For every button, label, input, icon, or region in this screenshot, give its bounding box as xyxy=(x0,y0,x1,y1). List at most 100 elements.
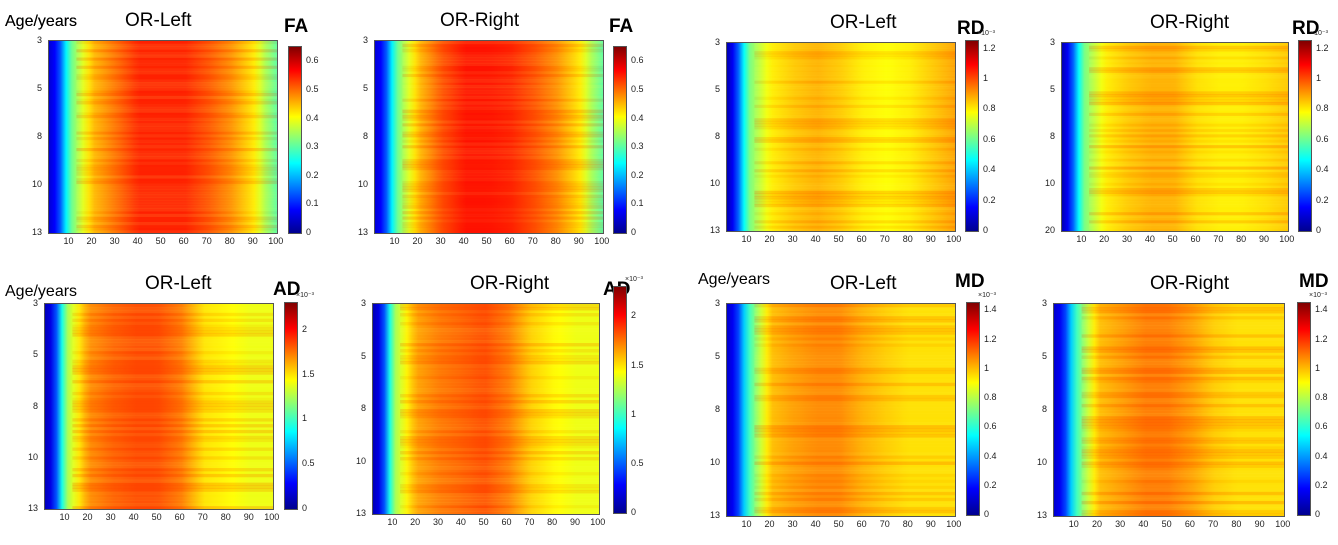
subject-row xyxy=(72,304,273,308)
subject-row xyxy=(754,379,955,384)
y-axis-label: Age/years xyxy=(698,271,771,288)
subject-row xyxy=(1081,370,1284,375)
colorbar-scale-label: ×10⁻³ xyxy=(296,292,314,299)
subject-row xyxy=(1081,407,1284,411)
colorbar xyxy=(966,302,980,516)
subject-row xyxy=(1089,53,1288,57)
y-tick-label: 10 xyxy=(356,455,367,466)
subject-row xyxy=(76,161,277,165)
subject-row xyxy=(1081,428,1284,432)
subject-row xyxy=(1081,373,1284,378)
heatmap xyxy=(44,303,274,510)
subject-row xyxy=(72,427,273,431)
y-tick-label: 5 xyxy=(715,351,721,361)
x-tick-label: 100 xyxy=(264,512,280,522)
y-tick-label: 8 xyxy=(361,403,367,413)
subject-row xyxy=(1089,206,1288,210)
subject-row xyxy=(1089,69,1288,74)
y-tick-label: 8 xyxy=(1042,404,1048,414)
subject-row xyxy=(1089,169,1288,173)
subject-row xyxy=(1089,134,1288,138)
x-tick-label: 50 xyxy=(155,236,166,246)
x-tick-label: 10 xyxy=(63,236,74,246)
subject-row xyxy=(72,342,273,346)
subject-row xyxy=(400,433,599,437)
subject-row xyxy=(72,470,273,475)
subject-row xyxy=(400,313,599,317)
subject-row xyxy=(754,137,955,141)
subject-row xyxy=(1081,355,1284,359)
x-tick-label: 30 xyxy=(109,236,120,246)
y-tick-label: 3 xyxy=(715,298,721,308)
subject-row xyxy=(72,312,273,317)
subject-row xyxy=(754,83,955,87)
subject-row xyxy=(76,54,277,58)
heatmap-profile xyxy=(1054,304,1284,516)
subject-row xyxy=(754,209,955,213)
subject-row xyxy=(1089,91,1288,95)
subject-row xyxy=(400,382,599,386)
subject-row xyxy=(1081,388,1284,393)
subject-row xyxy=(402,49,603,53)
subject-row xyxy=(402,123,603,127)
subject-row xyxy=(402,76,603,80)
subject-row xyxy=(1081,485,1284,490)
subject-row xyxy=(400,337,599,341)
subject-row xyxy=(400,346,599,350)
x-tick-label: 10 xyxy=(1068,519,1079,529)
subject-row xyxy=(754,503,955,508)
subject-row xyxy=(754,77,955,82)
subject-row xyxy=(754,94,955,98)
subject-row xyxy=(72,421,273,425)
subject-row xyxy=(754,61,955,65)
subject-row xyxy=(1081,397,1284,402)
subject-row xyxy=(754,364,955,369)
subject-row xyxy=(72,444,273,448)
subject-row xyxy=(402,112,603,116)
subject-row xyxy=(1089,190,1288,194)
subject-row xyxy=(754,177,955,181)
subject-row xyxy=(76,230,277,233)
subject-row xyxy=(72,327,273,331)
subject-row xyxy=(72,473,273,478)
x-tick-label: 70 xyxy=(201,236,212,246)
subject-row xyxy=(400,376,599,380)
x-tick-label: 50 xyxy=(833,234,844,244)
subject-row xyxy=(1081,325,1284,329)
subject-row xyxy=(1081,413,1284,417)
subject-row xyxy=(402,145,603,149)
subject-row xyxy=(1089,225,1288,229)
subject-row xyxy=(754,123,955,127)
subject-row xyxy=(402,54,603,58)
subject-row xyxy=(1081,364,1284,369)
x-tick-label: 80 xyxy=(224,236,235,246)
subject-row xyxy=(76,145,277,149)
panel-title: OR-Right xyxy=(440,10,520,31)
subject-row xyxy=(72,462,273,466)
x-tick-label: 50 xyxy=(478,517,489,527)
subject-row xyxy=(754,128,955,133)
subject-row xyxy=(754,48,955,52)
colorbar-tick-label: 1 xyxy=(984,362,990,373)
x-tick-label: 60 xyxy=(501,517,512,527)
subject-row xyxy=(402,95,603,100)
colorbar-tick-label: 0.4 xyxy=(1315,450,1328,461)
colorbar-fill xyxy=(1299,41,1311,231)
subject-row xyxy=(1081,346,1284,350)
subject-row xyxy=(402,43,603,47)
subject-row xyxy=(72,453,273,457)
heatmap-profile xyxy=(49,41,277,233)
subject-row xyxy=(76,117,277,121)
subject-row xyxy=(754,212,955,216)
subject-row xyxy=(72,465,273,469)
subject-row xyxy=(1089,222,1288,227)
x-tick-label: 20 xyxy=(1091,519,1102,529)
subject-row xyxy=(76,65,277,69)
subject-row xyxy=(72,488,273,492)
subject-row xyxy=(1081,422,1284,426)
subject-row xyxy=(400,496,599,500)
x-tick-label: 10 xyxy=(741,234,752,244)
subject-row xyxy=(754,316,955,320)
subject-row xyxy=(1089,56,1288,60)
x-tick-label: 70 xyxy=(879,234,890,244)
